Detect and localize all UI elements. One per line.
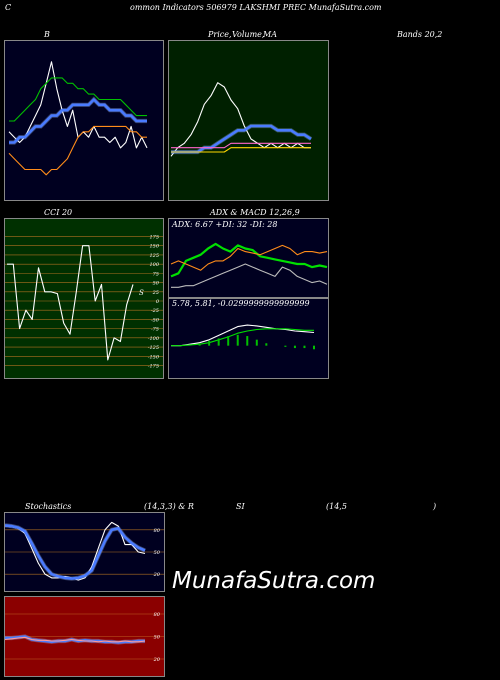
- series-line: [171, 142, 311, 149]
- series-line: [171, 147, 311, 153]
- cci-chart: 175 150 125 100 75 50 25 0 -25 -50 -75 -100 -125 -150…: [5, 235, 163, 369]
- series-line: [9, 98, 147, 144]
- stochastics-chart: 80 50 20: [5, 521, 164, 581]
- cci-panel: 175 150 125 100 75 50 25 0 -25 -50 -75 -100 -125 -150…: [4, 218, 164, 379]
- y-tick-label: -25: [151, 308, 159, 314]
- y-tick-label: 50: [154, 635, 161, 641]
- y-tick-label: 50: [154, 550, 161, 556]
- stochastics-panel: 80 50 20: [4, 512, 165, 592]
- adx-values: ADX: 6.67 +DI: 32 -DI: 28: [172, 220, 278, 229]
- series-line: [171, 328, 314, 347]
- macd-values: 5.78, 5.81, -0.0299999999999999: [172, 299, 310, 308]
- series-line: [170, 82, 311, 157]
- y-tick-label: 175: [149, 235, 159, 241]
- price-title-c: MA: [263, 30, 277, 39]
- y-tick-label: 150: [149, 244, 159, 250]
- stoch-title-c: SI: [236, 502, 245, 511]
- stoch-title-b: (14,3,3) & R: [144, 502, 194, 511]
- histogram-bar: [227, 336, 230, 346]
- series-line: [170, 242, 328, 278]
- y-tick-label: -100: [148, 336, 160, 342]
- stoch-title-a: Stochastics: [25, 502, 72, 511]
- bollinger-chart: [8, 61, 148, 176]
- histogram-bar: [265, 343, 268, 346]
- y-tick-label: 125: [149, 253, 159, 259]
- y-tick-label: -150: [148, 354, 160, 360]
- adx-chart: [170, 242, 328, 288]
- histogram-bar: [255, 339, 258, 346]
- y-tick-label: -125: [148, 345, 159, 351]
- series-line: [5, 524, 146, 580]
- header-title: ommon Indicators 506979 LAKSHMI PREC Mun…: [130, 3, 382, 12]
- price-title-b: Volume,: [232, 30, 265, 39]
- y-tick-label: 0: [156, 299, 160, 305]
- y-tick-label: -75: [151, 327, 159, 333]
- macd-panel: [168, 298, 329, 379]
- cci-title: CCI 20: [44, 208, 73, 217]
- histogram-bar: [293, 345, 296, 349]
- series-line: [8, 125, 147, 176]
- adx-macd-title: ADX & MACD 12,26,9: [210, 208, 300, 217]
- series-line: [171, 324, 315, 347]
- histogram-bar: [198, 343, 201, 346]
- series-line: [9, 77, 147, 122]
- histogram-bar: [217, 338, 220, 346]
- y-tick-label: 80: [154, 612, 161, 618]
- rsi-panel: 80 50 20: [4, 596, 165, 677]
- y-tick-label: 25: [152, 290, 159, 296]
- y-tick-label: 20: [153, 657, 161, 663]
- y-tick-label: 100: [149, 262, 159, 268]
- histogram-bar: [236, 334, 239, 346]
- y-tick-label: 80: [154, 528, 161, 534]
- histogram-bar: [313, 345, 315, 350]
- adx-panel: [168, 218, 329, 298]
- histogram-bar: [284, 345, 287, 347]
- y-tick-label: 75: [153, 271, 159, 277]
- y-tick-label: -50: [151, 317, 160, 323]
- series-line: [171, 263, 328, 288]
- y-tick-label: -175: [148, 363, 159, 369]
- bollinger-panel: [4, 40, 164, 201]
- cci-marker: S: [139, 289, 144, 297]
- stoch-title-d: (14,5: [326, 502, 347, 511]
- price-chart: [170, 82, 313, 157]
- y-tick-label: 50: [153, 281, 160, 287]
- stoch-title-e: ): [433, 502, 437, 511]
- bands-title: Bands 20,2: [397, 30, 443, 39]
- macd-chart: [171, 324, 315, 350]
- histogram-bar: [189, 344, 192, 346]
- y-tick-label: 20: [153, 572, 161, 578]
- price-title-a: Price,: [208, 30, 232, 39]
- rsi-chart: 80 50 20: [5, 612, 164, 663]
- histogram-bar: [246, 336, 249, 346]
- series-line: [7, 245, 134, 361]
- bollinger-title: B: [44, 30, 50, 39]
- price-panel: [168, 40, 329, 201]
- series-line: [5, 636, 146, 643]
- histogram-bar: [208, 340, 211, 346]
- watermark: MunafaSutra.com: [172, 568, 376, 594]
- histogram-bar: [303, 345, 306, 349]
- series-line: [170, 244, 328, 271]
- header-c: C: [5, 3, 12, 12]
